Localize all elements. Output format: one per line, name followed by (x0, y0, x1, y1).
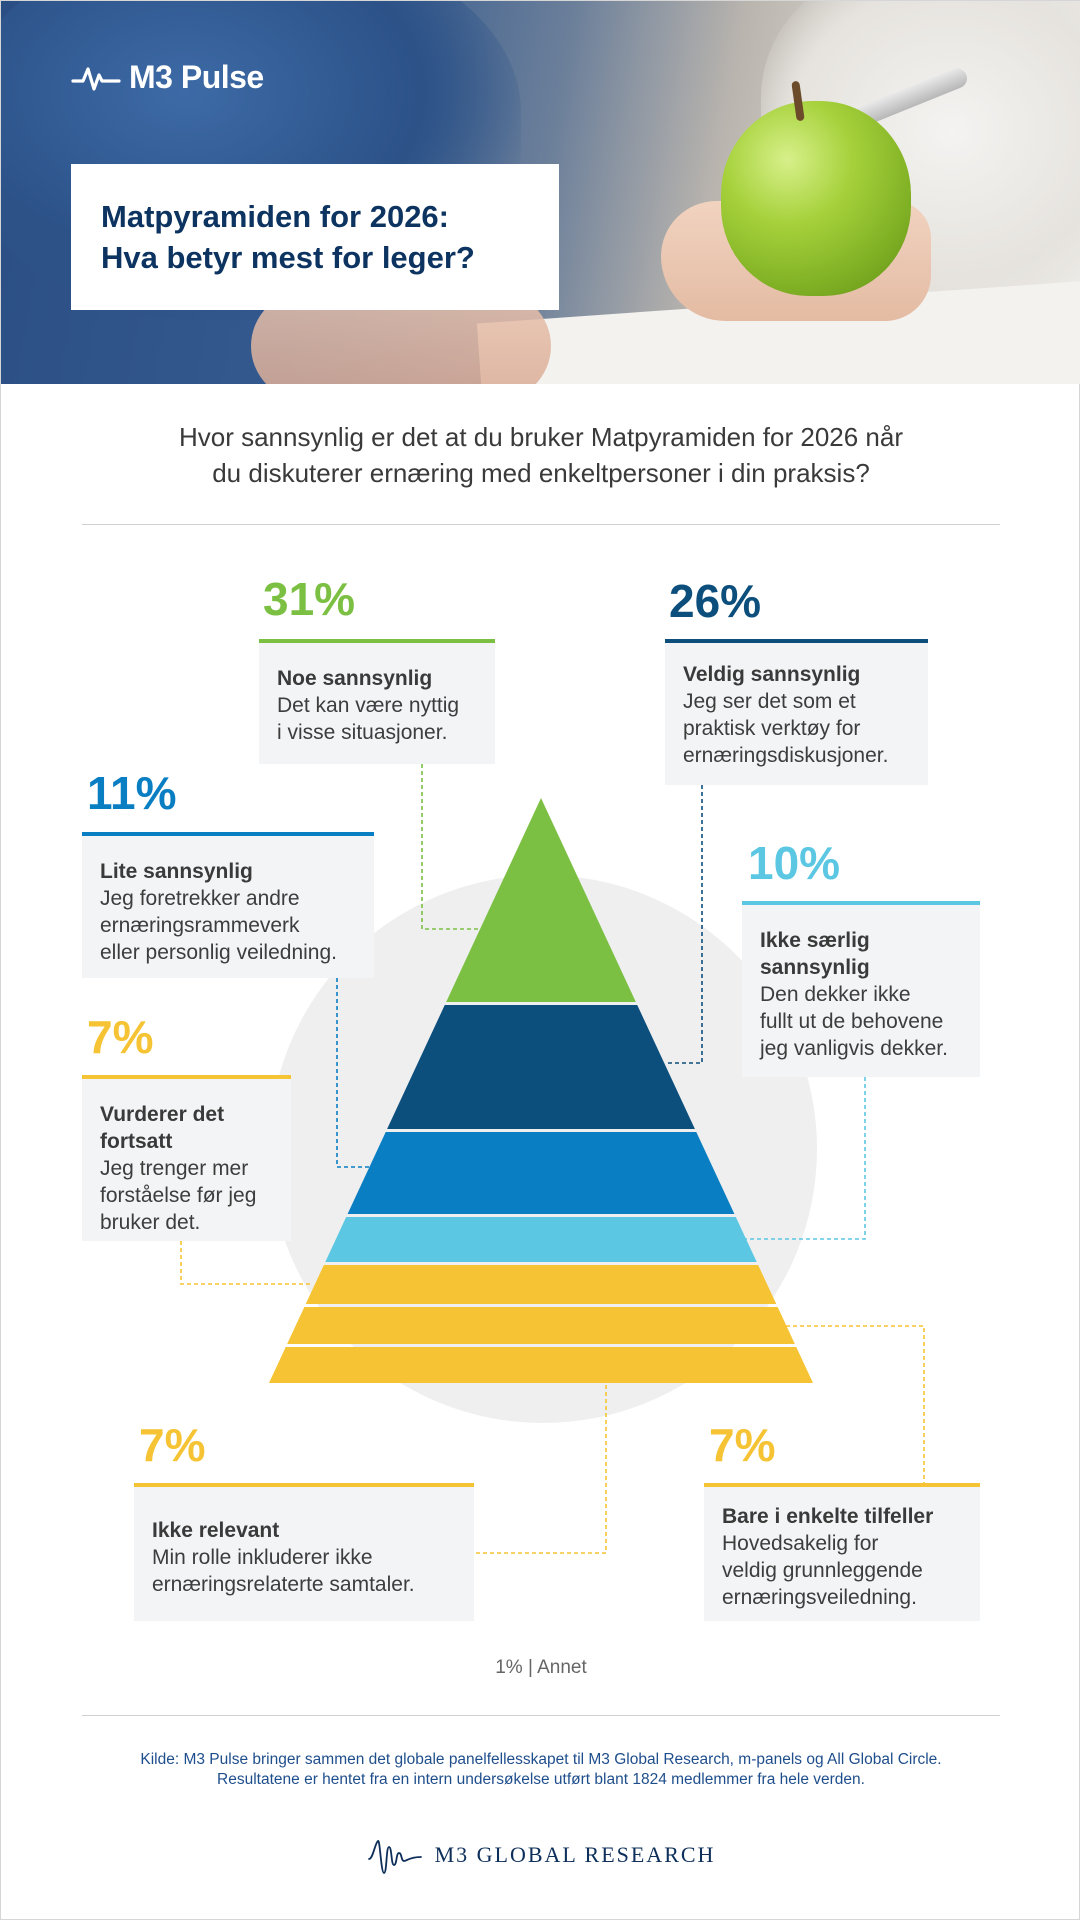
card-desc-line: i visse situasjoner. (277, 721, 448, 744)
other-note: 1% | Annet (495, 1657, 587, 1678)
pct-noe-sannsynlig: 31% (263, 573, 356, 625)
card-desc-line: veldig grunnleggende (722, 1559, 923, 1582)
card-vurderer-det-fortsatt: Vurderer det fortsatt Jeg trenger mer fo… (82, 1075, 291, 1241)
card-desc-line: Hovedsakelig for (722, 1532, 879, 1555)
card-title: sannsynlig (760, 956, 870, 979)
pct-ikke-saerlig-sannsynlig: 10% (748, 837, 841, 889)
question-line1: Hvor sannsynlig er det at du bruker Matp… (178, 422, 904, 452)
connector-line (180, 1241, 313, 1285)
survey-question: Hvor sannsynlig er det at du bruker Matp… (81, 419, 1001, 491)
m3-global-research-logo: M3 GLOBAL RESEARCH (1, 1833, 1080, 1877)
connector-line (665, 785, 703, 1064)
card-veldig-sannsynlig: Veldig sannsynlig Jeg ser det som et pra… (665, 639, 928, 785)
pyramid-layer-1 (446, 798, 636, 1002)
card-desc-line: Det kan være nyttig (277, 694, 460, 717)
page-title-line2: Hva betyr mest for leger? (101, 240, 475, 275)
pyramid-layer-2 (387, 1005, 695, 1129)
card-desc-line: Jeg foretrekker andre (100, 887, 300, 910)
pyramid-layer-4 (325, 1217, 757, 1262)
pyramid-layer-5 (305, 1265, 777, 1304)
divider-top (82, 524, 1000, 525)
connector-line (336, 978, 371, 1168)
card-ikke-relevant: Ikke relevant Min rolle inkluderer ikke … (134, 1483, 474, 1621)
question-line2: du diskuterer ernæring med enkeltpersone… (212, 458, 870, 488)
pulse-icon (71, 66, 121, 91)
card-desc-line: ernæringsdiskusjoner. (683, 744, 889, 767)
connector-line (741, 1077, 866, 1240)
card-desc-line: ernæringsrammeverk (100, 914, 300, 937)
card-title: Noe sannsynlig (277, 667, 433, 690)
card-desc-line: ernæringsveiledning. (722, 1586, 917, 1609)
card-title: Veldig sannsynlig (683, 663, 861, 686)
card-title: Bare i enkelte tilfeller (722, 1505, 934, 1528)
card-desc-line: Den dekker ikke (760, 983, 911, 1006)
card-bare-i-enkelte-tilfeller: Bare i enkelte tilfeller Hovedsakelig fo… (704, 1483, 980, 1621)
pyramid-layer-3 (347, 1132, 735, 1214)
source-line1: Kilde: M3 Pulse bringer sammen det globa… (140, 1751, 942, 1768)
brand-logo: M3 Pulse (71, 59, 264, 96)
apple-image (721, 101, 911, 296)
card-title: Lite sannsynlig (100, 860, 253, 883)
card-desc-line: ernæringsrelaterte samtaler. (152, 1573, 415, 1596)
connector-line (786, 1325, 925, 1483)
title-box: Matpyramiden for 2026: Hva betyr mest fo… (71, 164, 559, 310)
card-desc-line: bruker det. (100, 1211, 201, 1234)
card-desc-line: Min rolle inkluderer ikke (152, 1546, 373, 1569)
card-title: Vurderer det (100, 1103, 225, 1126)
source-line2: Resultatene er hentet fra en intern unde… (217, 1771, 865, 1788)
waveform-icon (367, 1840, 422, 1874)
card-ikke-saerlig-sannsynlig: Ikke særlig sannsynlig Den dekker ikke f… (742, 901, 980, 1077)
card-desc-line: forståelse før jeg (100, 1184, 257, 1207)
footer-logo-text: M3 GLOBAL RESEARCH (434, 1842, 716, 1867)
pct-veldig-sannsynlig: 26% (669, 575, 762, 627)
pct-lite-sannsynlig: 11% (87, 767, 177, 819)
card-desc-line: Jeg ser det som et (683, 690, 856, 713)
card-desc-line: praktisk verktøy for (683, 717, 861, 740)
connector-line (474, 1385, 607, 1554)
pct-bare-i-enkelte-tilfeller: 7% (709, 1419, 776, 1471)
brand-name: M3 Pulse (129, 59, 264, 95)
pyramid-layer-7 (269, 1347, 813, 1383)
card-desc-line: fullt ut de behovene (760, 1010, 944, 1033)
source-note: Kilde: M3 Pulse bringer sammen det globa… (81, 1750, 1001, 1790)
pct-vurderer-det-fortsatt: 7% (87, 1011, 154, 1063)
card-desc-line: jeg vanligvis dekker. (760, 1037, 948, 1060)
pct-ikke-relevant: 7% (139, 1419, 206, 1471)
connector-line (421, 764, 481, 930)
hero-banner: M3 Pulse Matpyramiden for 2026: Hva bety… (1, 1, 1080, 384)
card-title: fortsatt (100, 1130, 173, 1153)
divider-bottom (82, 1715, 1000, 1716)
page-title-line1: Matpyramiden for 2026: (101, 199, 449, 234)
pyramid-layers (269, 798, 813, 1383)
card-title: Ikke særlig (760, 929, 870, 952)
card-title: Ikke relevant (152, 1519, 280, 1542)
pyramid-layer-6 (287, 1307, 795, 1344)
card-desc-line: Jeg trenger mer (100, 1157, 249, 1180)
card-noe-sannsynlig: Noe sannsynlig Det kan være nyttig i vis… (259, 639, 495, 764)
card-desc-line: eller personlig veiledning. (100, 941, 337, 964)
card-lite-sannsynlig: Lite sannsynlig Jeg foretrekker andre er… (82, 832, 374, 978)
connector-lines (180, 764, 925, 1554)
